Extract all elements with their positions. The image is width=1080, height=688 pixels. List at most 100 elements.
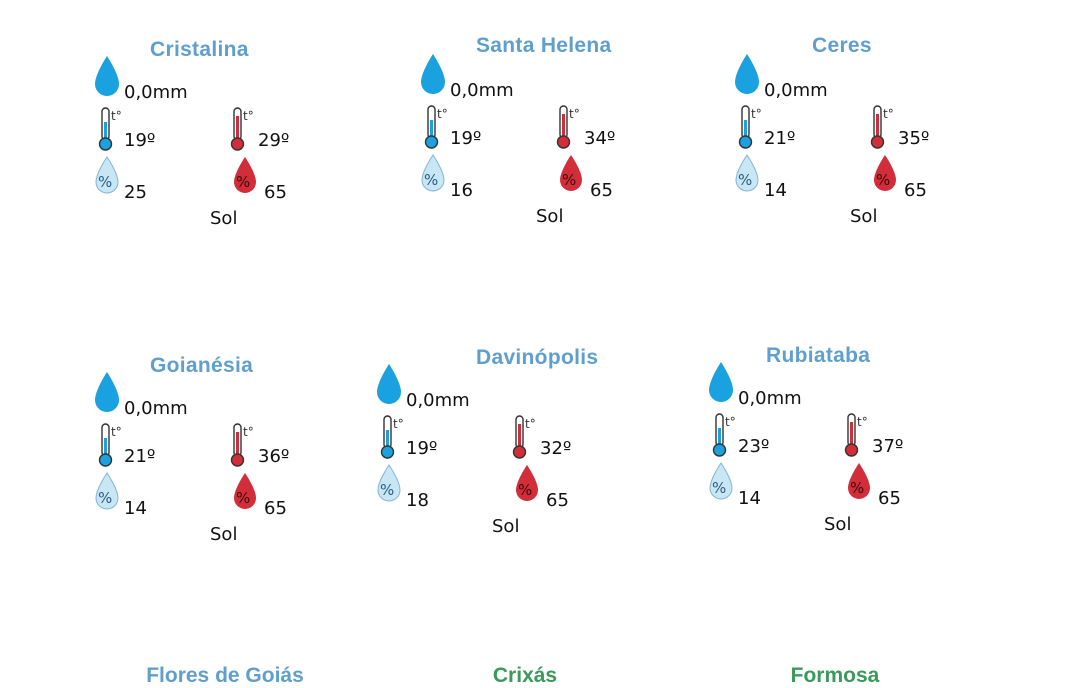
city-name: Davinópolis	[476, 346, 599, 369]
svg-text:%: %	[98, 489, 112, 507]
humidity-min-value: 25	[124, 182, 147, 203]
weather-card: Davinópolis 0,0mm t° 19º t° 32º % 18 %	[374, 318, 674, 578]
temp-min-value: 19º	[124, 130, 156, 151]
weather-card: Cristalina 0,0mm t° 19º t° 29º % 25 %	[92, 10, 392, 270]
humidity-high-icon: %	[234, 157, 256, 193]
humidity-min-value: 14	[764, 180, 787, 201]
svg-text:%: %	[424, 171, 438, 189]
svg-text:t°: t°	[437, 107, 448, 121]
thermometer-cold-icon: t°	[738, 105, 762, 149]
humidity-high-icon: %	[848, 463, 870, 499]
condition-label: Sol	[850, 206, 878, 227]
svg-text:%: %	[876, 171, 890, 189]
rain-value: 0,0mm	[124, 398, 188, 419]
thermometer-cold-icon: t°	[380, 415, 404, 459]
water-drop-icon	[95, 372, 119, 412]
city-name: Ceres	[812, 34, 872, 57]
humidity-max-value: 65	[904, 180, 927, 201]
condition-label: Sol	[492, 516, 520, 537]
svg-text:t°: t°	[883, 107, 894, 121]
temp-max-value: 36º	[258, 446, 290, 467]
humidity-low-icon: %	[95, 156, 119, 194]
svg-text:%: %	[98, 173, 112, 191]
thermometer-hot-icon: t°	[230, 423, 254, 467]
thermometer-cold-icon: t°	[98, 423, 122, 467]
svg-text:t°: t°	[525, 417, 536, 431]
humidity-low-icon: %	[709, 462, 733, 500]
city-name: Santa Helena	[476, 34, 612, 57]
svg-text:%: %	[850, 479, 864, 497]
city-name: Rubiataba	[766, 344, 871, 367]
temp-min-value: 19º	[406, 438, 438, 459]
water-drop-icon	[95, 56, 119, 96]
humidity-high-icon: %	[874, 155, 896, 191]
humidity-low-icon: %	[95, 472, 119, 510]
condition-label: Sol	[824, 514, 852, 535]
svg-text:%: %	[236, 173, 250, 191]
condition-label: Sol	[536, 206, 564, 227]
temp-max-value: 34º	[584, 128, 616, 149]
thermometer-cold-icon: t°	[712, 413, 736, 457]
condition-label: Sol	[210, 524, 238, 545]
svg-text:%: %	[518, 481, 532, 499]
humidity-max-value: 65	[264, 498, 287, 519]
humidity-min-value: 18	[406, 490, 429, 511]
temp-max-value: 37º	[872, 436, 904, 457]
humidity-low-icon: %	[377, 464, 401, 502]
humidity-high-icon: %	[234, 473, 256, 509]
rain-value: 0,0mm	[450, 80, 514, 101]
rain-value: 0,0mm	[406, 390, 470, 411]
rain-value: 0,0mm	[738, 388, 802, 409]
thermometer-hot-icon: t°	[870, 105, 894, 149]
water-drop-icon	[735, 54, 759, 94]
svg-text:%: %	[712, 479, 726, 497]
svg-text:t°: t°	[111, 109, 122, 123]
city-name: Goianésia	[150, 354, 254, 377]
thermometer-hot-icon: t°	[556, 105, 580, 149]
svg-text:t°: t°	[243, 425, 254, 439]
weather-card: Goianésia 0,0mm t° 21º t° 36º % 14 % 6	[92, 326, 392, 586]
temp-min-value: 19º	[450, 128, 482, 149]
water-drop-icon	[709, 362, 733, 402]
humidity-max-value: 65	[878, 488, 901, 509]
rain-value: 0,0mm	[124, 82, 188, 103]
temp-max-value: 35º	[898, 128, 930, 149]
svg-text:%: %	[236, 489, 250, 507]
svg-text:t°: t°	[857, 415, 868, 429]
city-name-cutoff: Formosa	[790, 664, 880, 687]
thermometer-hot-icon: t°	[844, 413, 868, 457]
humidity-min-value: 16	[450, 180, 473, 201]
city-name-cutoff: Flores de Goiás	[146, 664, 304, 687]
temp-max-value: 32º	[540, 438, 572, 459]
svg-text:%: %	[380, 481, 394, 499]
temp-max-value: 29º	[258, 130, 290, 151]
svg-text:t°: t°	[569, 107, 580, 121]
thermometer-hot-icon: t°	[512, 415, 536, 459]
water-drop-icon	[421, 54, 445, 94]
city-name-cutoff: Crixás	[492, 664, 558, 687]
humidity-max-value: 65	[546, 490, 569, 511]
humidity-max-value: 65	[590, 180, 613, 201]
thermometer-cold-icon: t°	[98, 107, 122, 151]
humidity-high-icon: %	[560, 155, 582, 191]
humidity-low-icon: %	[421, 154, 445, 192]
svg-text:%: %	[738, 171, 752, 189]
svg-text:t°: t°	[751, 107, 762, 121]
temp-min-value: 21º	[124, 446, 156, 467]
water-drop-icon	[377, 364, 401, 404]
thermometer-hot-icon: t°	[230, 107, 254, 151]
svg-text:t°: t°	[243, 109, 254, 123]
humidity-max-value: 65	[264, 182, 287, 203]
svg-text:%: %	[562, 171, 576, 189]
svg-text:t°: t°	[725, 415, 736, 429]
weather-card: Ceres 0,0mm t° 21º t° 35º % 14 % 65	[732, 8, 1032, 268]
svg-text:t°: t°	[111, 425, 122, 439]
rain-value: 0,0mm	[764, 80, 828, 101]
condition-label: Sol	[210, 208, 238, 229]
city-name: Cristalina	[150, 38, 249, 61]
weather-card: Rubiataba 0,0mm t° 23º t° 37º % 14 % 6	[706, 316, 1006, 576]
humidity-min-value: 14	[738, 488, 761, 509]
svg-text:t°: t°	[393, 417, 404, 431]
thermometer-cold-icon: t°	[424, 105, 448, 149]
humidity-high-icon: %	[516, 465, 538, 501]
